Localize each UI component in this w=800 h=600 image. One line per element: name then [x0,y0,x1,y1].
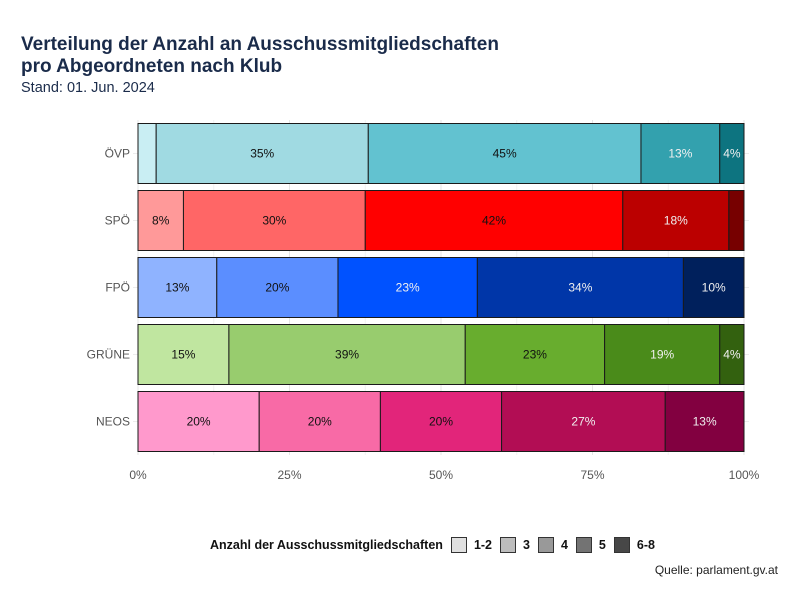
bar-data-label: 18% [664,214,688,228]
bar-segment [664,391,745,452]
x-tick-label: 50% [429,468,453,482]
bar-segment [364,190,624,251]
bar-data-label: 8% [152,214,170,228]
x-tick-label: 100% [729,468,760,482]
bar-segment [379,391,503,452]
bar-segment [367,123,642,184]
legend-swatch [450,537,467,553]
chart-title: Verteilung der Anzahl an Ausschussmitgli… [21,34,499,78]
legend-label: 6-8 [636,538,655,552]
bar-data-label: 23% [523,348,547,362]
bar-segment [137,257,218,318]
legend-label: 4 [560,538,568,552]
legend-label: 3 [523,538,530,552]
chart-subtitle: Stand: 01. Jun. 2024 [21,80,155,96]
bar-segment [682,257,745,318]
bar-data-label: 42% [482,214,506,228]
legend-swatch [575,537,592,553]
bar-data-label: 15% [171,348,195,362]
bar-data-label: 30% [262,214,286,228]
y-category-label: ÖVP [105,147,130,161]
y-category-label: FPÖ [105,281,130,295]
bar-segment [640,123,721,184]
bar-data-label: 20% [308,415,332,429]
bar-data-label: 20% [187,415,211,429]
bar-segment [719,324,745,385]
legend-swatch [537,537,554,553]
bar-data-label: 45% [493,147,517,161]
x-tick-label: 75% [580,468,604,482]
legend-title: Anzahl der Ausschussmitgliedschaften [210,538,443,552]
bar-data-label: 34% [568,281,592,295]
bar-data-label: 4% [723,147,741,161]
bar-data-label: 13% [165,281,189,295]
bar-segment [622,190,730,251]
bar-data-label: 20% [429,415,453,429]
bar-segment [728,190,745,251]
bar-segment [337,257,478,318]
legend-swatch [613,537,630,553]
source-caption: Quelle: parlament.gv.at [654,563,778,577]
title-line-1: Verteilung der Anzahl an Ausschussmitgli… [21,34,499,55]
bar-segment [155,123,369,184]
bar-data-label: 27% [571,415,595,429]
legend-label: 5 [598,538,606,552]
legend: Anzahl der Ausschussmitgliedschaften 1-2… [210,537,663,553]
y-category-label: NEOS [96,415,130,429]
legend-swatch [500,537,517,553]
bar-segment [216,257,339,318]
bar-data-label: 19% [650,348,674,362]
x-tick-label: 0% [129,468,147,482]
bar-segment [719,123,745,184]
bar-segment [137,123,157,184]
bar-segment [182,190,366,251]
bar-data-label: 4% [723,348,741,362]
legend-label: 1-2 [473,538,493,552]
bar-segment [137,324,230,385]
y-category-label: SPÖ [105,214,130,228]
bar-data-label: 13% [693,415,717,429]
bar-segment [258,391,381,452]
bar-segment [228,324,466,385]
bar-data-label: 23% [396,281,420,295]
bar-data-label: 35% [250,147,274,161]
bar-data-label: 10% [702,281,726,295]
x-tick-label: 25% [277,468,301,482]
title-line-2: pro Abgeordneten nach Klub [21,56,283,77]
y-category-label: GRÜNE [87,348,130,362]
bar-data-label: 13% [668,147,692,161]
bar-segment [137,190,184,251]
bar-data-label: 39% [335,348,359,362]
bar-data-label: 20% [265,281,289,295]
bar-segment [501,391,666,452]
